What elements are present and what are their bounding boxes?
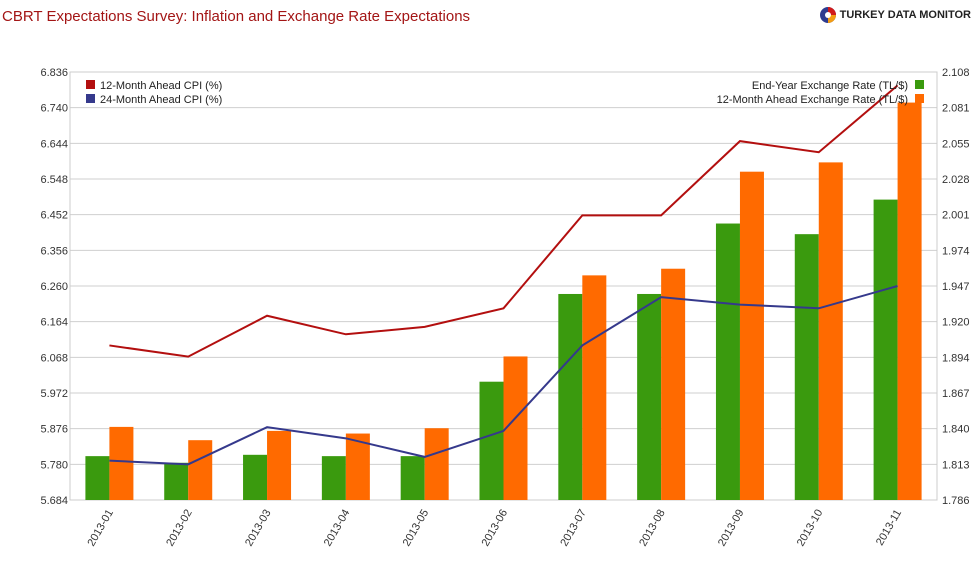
bar [582, 275, 607, 500]
legend-label: 24-Month Ahead CPI (%) [100, 94, 222, 106]
right-axis-tick-label: 2.028 [942, 174, 970, 186]
left-axis-tick-label: 6.452 [40, 210, 68, 222]
bar [188, 440, 213, 500]
bar [794, 234, 819, 500]
legend-label: 12-Month Ahead Exchange Rate (TL/$) [717, 94, 908, 106]
x-axis-ticks: 2013-01 2013-02 2013-03 2013-04 2013-05 2013-… [85, 508, 904, 549]
bar [267, 430, 292, 500]
series-line [109, 84, 899, 358]
x-axis-tick-label: 2013-11 [874, 508, 904, 548]
bar [345, 433, 370, 500]
bar [164, 462, 189, 500]
left-axis-tick-label: 5.876 [40, 424, 68, 436]
legend-swatch [86, 80, 95, 89]
globe-logo-icon [819, 7, 836, 23]
bar [873, 199, 898, 500]
x-axis-tick-label: 2013-07 [558, 508, 589, 549]
left-axis-tick-label: 5.684 [40, 495, 68, 507]
legend-label: End-Year Exchange Rate (TL/$) [752, 80, 908, 92]
legend-swatch [915, 80, 924, 89]
left-axis-tick-label: 5.780 [40, 459, 68, 471]
legends: 12-Month Ahead CPI (%) 24-Month Ahead CPI… [86, 80, 924, 106]
x-axis-tick-label: 2013-03 [243, 508, 274, 549]
right-axis-tick-label: 1.840 [942, 424, 970, 436]
right-axis-ticks: 1.786 1.813 1.840 1.867 1.894 1.920 1.947 1.974… [942, 67, 970, 507]
legend-swatch [915, 94, 924, 103]
left-axis-tick-label: 6.356 [40, 245, 68, 257]
bar [715, 223, 740, 500]
bar [503, 356, 528, 500]
left-axis-ticks: 5.684 5.780 5.876 5.972 6.068 6.164 6.260 6.356… [40, 67, 68, 507]
bar [321, 456, 346, 500]
bar [479, 381, 504, 500]
left-axis-tick-label: 6.164 [40, 317, 68, 329]
bar [818, 162, 843, 501]
series-line [109, 285, 898, 466]
left-axis-tick-label: 6.548 [40, 174, 68, 186]
left-axis-tick-label: 6.836 [40, 67, 68, 79]
bar [400, 456, 425, 500]
x-axis-tick-label: 2013-04 [322, 508, 353, 549]
brand-logo: TURKEY DATA MONITOR [819, 6, 971, 24]
right-axis-tick-label: 2.055 [942, 138, 970, 150]
x-axis-tick-label: 2013-01 [85, 508, 116, 549]
x-axis-tick-label: 2013-10 [795, 508, 826, 549]
right-axis-tick-label: 2.081 [942, 103, 970, 115]
bar [661, 268, 686, 500]
legend-swatch [86, 94, 95, 103]
bar [739, 171, 764, 500]
bar [637, 293, 662, 500]
chart-title: CBRT Expectations Survey: Inflation and … [2, 8, 471, 25]
right-axis-tick-label: 1.920 [942, 317, 970, 329]
x-axis-tick-label: 2013-08 [637, 508, 668, 549]
right-axis-tick-label: 2.108 [942, 67, 970, 79]
right-axis-tick-label: 1.947 [942, 281, 970, 293]
bar [243, 454, 268, 500]
right-axis-tick-label: 1.813 [942, 459, 970, 471]
right-axis-tick-label: 1.974 [942, 245, 970, 257]
left-axis-tick-label: 6.740 [40, 103, 68, 115]
x-axis-tick-label: 2013-02 [164, 508, 195, 549]
bar-series [85, 102, 922, 501]
brand-text: TURKEY DATA MONITOR [839, 9, 971, 21]
left-axis-tick-label: 6.068 [40, 352, 68, 364]
x-axis-tick-label: 2013-09 [716, 508, 747, 549]
x-axis-tick-label: 2013-05 [401, 508, 432, 549]
line-series [109, 84, 899, 466]
bar [897, 102, 922, 501]
left-axis-tick-label: 6.644 [40, 138, 68, 150]
left-axis-tick-label: 5.972 [40, 388, 68, 400]
bar [109, 426, 134, 500]
right-axis-tick-label: 1.786 [942, 495, 970, 507]
bar [558, 293, 583, 500]
x-axis-tick-label: 2013-06 [480, 508, 511, 549]
right-axis-tick-label: 1.867 [942, 388, 970, 400]
right-axis-tick-label: 2.001 [942, 210, 970, 222]
left-axis-tick-label: 6.260 [40, 281, 68, 293]
right-axis-tick-label: 1.894 [942, 352, 970, 364]
bar [424, 428, 449, 500]
bar [85, 456, 110, 500]
legend-label: 12-Month Ahead CPI (%) [100, 80, 222, 92]
